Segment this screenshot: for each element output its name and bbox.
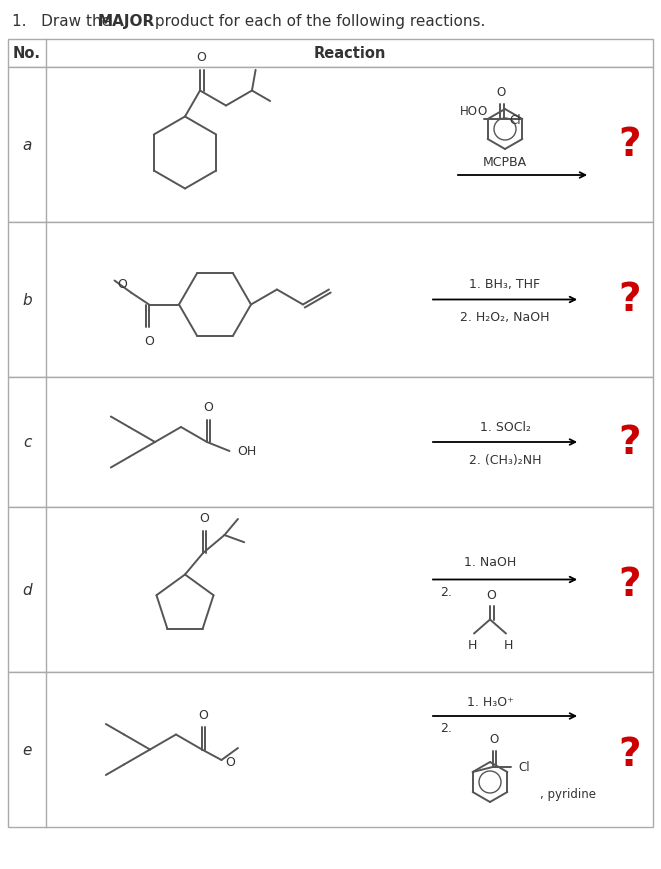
Text: ?: ? <box>619 736 641 773</box>
Bar <box>8 507 653 673</box>
Bar <box>8 68 653 222</box>
Text: O: O <box>198 708 208 721</box>
Text: OH: OH <box>237 445 256 458</box>
Text: 1.   Draw the: 1. Draw the <box>12 14 116 29</box>
Text: ?: ? <box>619 282 641 319</box>
Bar <box>8 222 653 377</box>
Text: Cl: Cl <box>519 760 530 773</box>
Bar <box>8 40 653 68</box>
Text: O: O <box>478 105 487 118</box>
Text: No.: No. <box>13 46 41 62</box>
Text: O: O <box>489 733 498 745</box>
Text: 1. H₃O⁺: 1. H₃O⁺ <box>467 696 514 709</box>
Text: Reaction: Reaction <box>313 46 385 62</box>
Text: O: O <box>225 756 235 768</box>
Text: 2. (CH₃)₂NH: 2. (CH₃)₂NH <box>469 454 541 467</box>
Text: 1. BH₃, THF: 1. BH₃, THF <box>469 278 541 291</box>
Text: 2.: 2. <box>440 721 452 734</box>
Text: d: d <box>22 582 32 597</box>
Text: ?: ? <box>619 423 641 461</box>
Text: 1. NaOH: 1. NaOH <box>464 555 516 568</box>
Text: O: O <box>496 86 506 99</box>
Text: MAJOR: MAJOR <box>98 14 155 29</box>
Text: 1. SOCl₂: 1. SOCl₂ <box>479 421 531 434</box>
Bar <box>8 673 653 827</box>
Text: O: O <box>196 50 206 63</box>
Text: Cl: Cl <box>510 113 522 126</box>
Text: H: H <box>503 639 513 652</box>
Text: b: b <box>22 293 32 308</box>
Text: MCPBA: MCPBA <box>483 156 527 169</box>
Bar <box>8 377 653 507</box>
Text: O: O <box>486 589 496 602</box>
Text: ?: ? <box>619 566 641 604</box>
Text: ?: ? <box>619 126 641 164</box>
Text: 2. H₂O₂, NaOH: 2. H₂O₂, NaOH <box>460 311 550 324</box>
Text: 2.: 2. <box>440 586 452 599</box>
Text: O: O <box>117 278 127 291</box>
Text: O: O <box>199 511 209 524</box>
Text: , pyridine: , pyridine <box>540 787 596 800</box>
Text: a: a <box>22 138 32 153</box>
Text: O: O <box>203 401 213 414</box>
Text: O: O <box>144 335 154 348</box>
Text: c: c <box>23 435 31 450</box>
Text: HO: HO <box>460 105 479 118</box>
Text: e: e <box>22 742 32 757</box>
Text: H: H <box>467 639 477 652</box>
Text: product for each of the following reactions.: product for each of the following reacti… <box>150 14 485 29</box>
